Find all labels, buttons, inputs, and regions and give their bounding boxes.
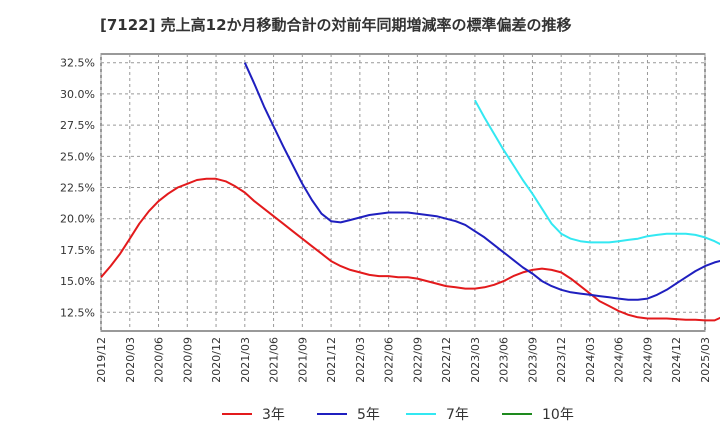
x-tick-label: 2019/12 [95, 337, 108, 383]
legend-label-3: 7年 [446, 407, 469, 423]
x-tick-label: 2022/03 [354, 337, 367, 383]
series-line-3 [474, 99, 720, 246]
x-tick-label: 2023/06 [498, 337, 511, 383]
x-tick-label: 2021/12 [325, 337, 338, 383]
y-tick-label: 22.5% [60, 182, 95, 195]
y-tick-label: 32.5% [60, 57, 95, 70]
x-tick-label: 2022/06 [383, 337, 396, 383]
y-tick-label: 27.5% [60, 119, 95, 132]
x-tick-label: 2022/09 [411, 337, 424, 383]
x-tick-label: 2024/03 [584, 337, 597, 383]
y-tick-label: 20.0% [60, 213, 95, 226]
x-tick-label: 2024/09 [641, 337, 654, 383]
x-tick-label: 2024/12 [670, 337, 683, 383]
x-tick-label: 2025/03 [699, 337, 712, 383]
x-tick-label: 2020/03 [124, 337, 137, 383]
x-tick-label: 2020/09 [181, 337, 194, 383]
x-tick-label: 2021/03 [239, 337, 252, 383]
legend-label-4: 10年 [542, 407, 574, 423]
x-tick-label: 2023/03 [469, 337, 482, 383]
y-tick-label: 17.5% [60, 244, 95, 257]
x-tick-label: 2023/09 [526, 337, 539, 383]
y-tick-label: 15.0% [60, 275, 95, 288]
x-tick-label: 2020/06 [153, 337, 166, 383]
plot-area [100, 53, 706, 332]
series-line-1 [100, 177, 720, 322]
y-tick-label: 12.5% [60, 306, 95, 319]
x-tick-label: 2021/06 [268, 337, 281, 383]
x-tick-label: 2022/12 [440, 337, 453, 383]
x-tick-label: 2021/09 [296, 337, 309, 383]
chart-title: [7122] 売上高12か月移動合計の対前年同期増減率の標準偏差の推移 [100, 16, 572, 34]
x-tick-label: 2024/06 [613, 337, 626, 383]
y-tick-label: 25.0% [60, 150, 95, 163]
x-tick-label: 2020/12 [210, 337, 223, 383]
x-tick-label: 2023/12 [555, 337, 568, 383]
series-line-2 [243, 62, 720, 301]
y-tick-label: 30.0% [60, 88, 95, 101]
legend-label-2: 5年 [357, 407, 380, 423]
legend-label-1: 3年 [262, 407, 285, 423]
